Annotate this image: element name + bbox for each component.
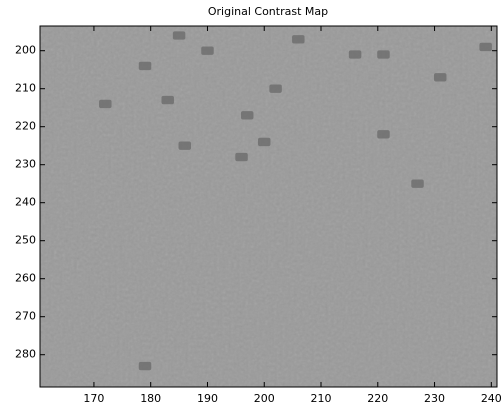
dark-spot <box>235 152 248 162</box>
dark-spot <box>161 95 174 105</box>
x-tick-label: 180 <box>140 392 161 405</box>
x-tick-label: 200 <box>254 392 275 405</box>
dark-spot <box>138 61 152 71</box>
y-tick-label: 240 <box>15 196 36 209</box>
dark-spot <box>433 73 447 82</box>
x-tick-label: 240 <box>481 392 502 405</box>
dark-spot <box>377 50 390 59</box>
dark-spot <box>172 31 186 40</box>
dark-spot <box>377 130 390 139</box>
y-tick-label: 250 <box>15 234 36 247</box>
y-tick-label: 210 <box>15 82 36 95</box>
x-tick-label: 230 <box>424 392 445 405</box>
y-tick-label: 270 <box>15 310 36 323</box>
axes-frame <box>39 25 498 388</box>
dark-spot <box>348 50 362 59</box>
image-noise <box>40 26 497 387</box>
chart-title: Original Contrast Map <box>208 5 328 18</box>
x-tick-label: 220 <box>367 392 388 405</box>
y-tick-label: 260 <box>15 272 36 285</box>
dark-spot <box>269 84 282 93</box>
x-tick-label: 210 <box>311 392 332 405</box>
dark-spot <box>411 179 424 188</box>
y-tick-label: 230 <box>15 158 36 171</box>
dark-spot <box>240 111 254 120</box>
dark-spot <box>292 35 305 44</box>
x-tick-label: 170 <box>83 392 104 405</box>
y-tick-label: 280 <box>15 348 36 361</box>
dark-spot <box>99 99 112 109</box>
dark-spot <box>138 361 152 371</box>
dark-spot <box>257 137 271 147</box>
x-tick-label: 190 <box>197 392 218 405</box>
dark-spot <box>201 46 214 55</box>
y-tick-label: 200 <box>15 44 36 57</box>
dark-spot <box>178 141 192 150</box>
y-tick-label: 220 <box>15 120 36 133</box>
dark-spot <box>479 42 492 52</box>
